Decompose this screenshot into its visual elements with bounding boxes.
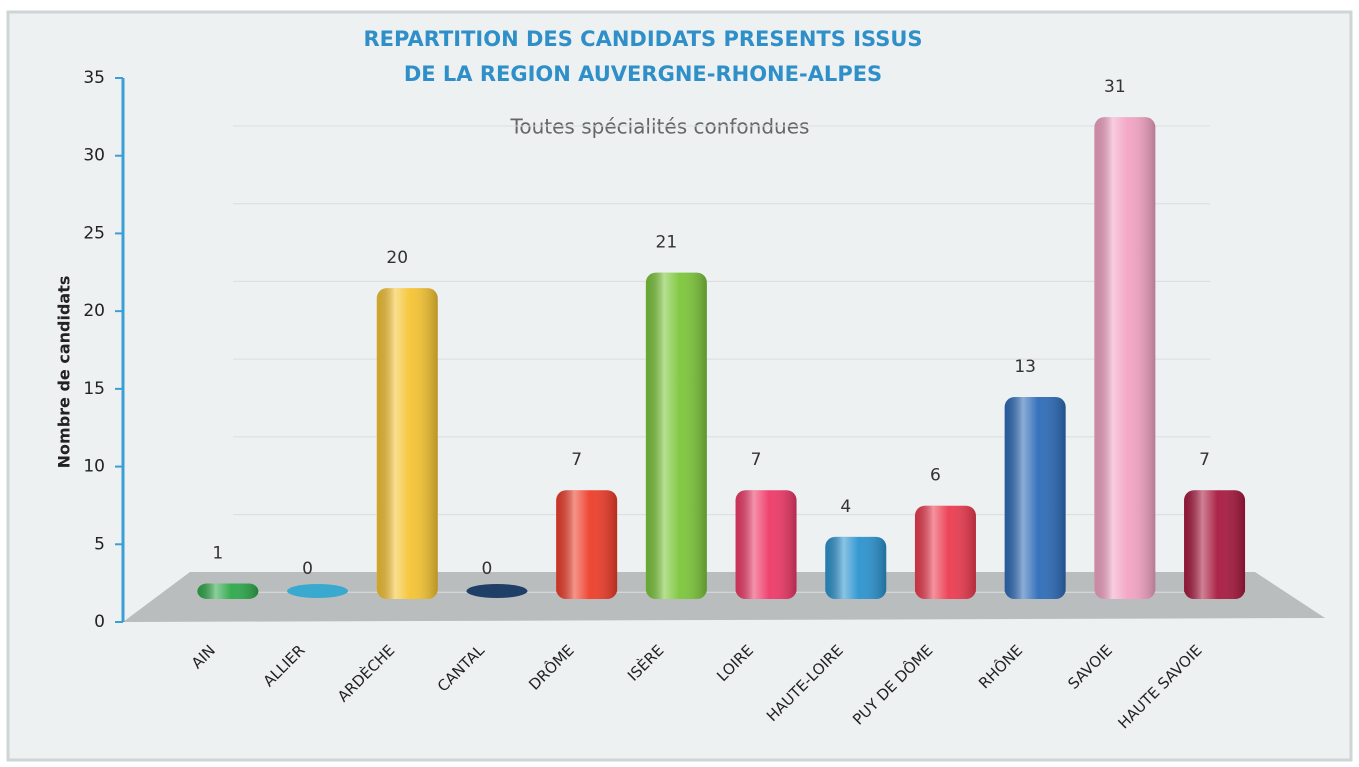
y-tick-label: 10 xyxy=(83,457,105,477)
y-tick-label: 0 xyxy=(94,612,105,632)
data-label: 31 xyxy=(1104,77,1126,97)
y-tick-label: 5 xyxy=(94,534,105,554)
data-label: 21 xyxy=(656,233,678,253)
y-tick-label: 30 xyxy=(83,146,105,166)
bar-shine xyxy=(556,490,618,599)
bar-shine xyxy=(197,583,259,599)
bar-shine xyxy=(914,505,976,599)
bar-shine xyxy=(1094,117,1156,600)
y-tick-label: 20 xyxy=(83,301,105,321)
data-label: 7 xyxy=(571,450,582,470)
data-label: 0 xyxy=(302,559,313,579)
data-label: 0 xyxy=(482,559,493,579)
y-tick-label: 15 xyxy=(83,379,105,399)
y-tick-label: 35 xyxy=(83,68,105,88)
y-axis-label: Nombre de candidats xyxy=(55,276,74,469)
chart-title: REPARTITION DES CANDIDATS PRESENTS ISSUS xyxy=(364,27,923,51)
data-label: 4 xyxy=(840,497,851,517)
data-label: 13 xyxy=(1014,357,1036,377)
bar-shine xyxy=(1004,396,1066,599)
data-label: 1 xyxy=(212,543,223,563)
bar-shine xyxy=(1184,490,1246,599)
data-label: 7 xyxy=(751,450,762,470)
data-label: 20 xyxy=(386,248,408,268)
chart-title: DE LA REGION AUVERGNE-RHONE-ALPES xyxy=(404,62,882,86)
bar-shine xyxy=(825,536,887,599)
y-tick-label: 25 xyxy=(83,223,105,243)
bar-shine xyxy=(735,490,797,599)
data-label: 6 xyxy=(930,466,941,486)
bar-shine xyxy=(645,272,707,599)
data-label: 7 xyxy=(1199,450,1210,470)
bar-base xyxy=(287,584,349,598)
bar-shine xyxy=(376,288,438,599)
bar-base xyxy=(466,584,528,598)
